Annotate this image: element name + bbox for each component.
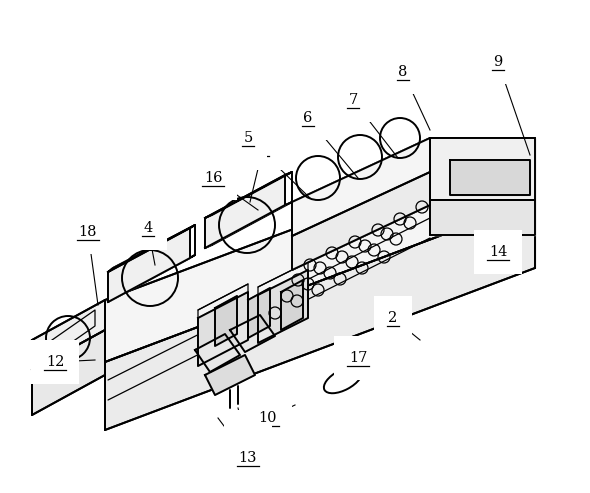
Text: 12: 12	[46, 355, 64, 369]
Text: 3: 3	[243, 425, 253, 439]
Text: 17: 17	[349, 351, 367, 365]
Text: 8: 8	[398, 65, 408, 79]
Text: 7: 7	[348, 93, 358, 107]
Polygon shape	[430, 138, 535, 200]
Polygon shape	[281, 280, 303, 330]
Text: 10: 10	[259, 411, 277, 425]
Polygon shape	[108, 228, 190, 302]
Text: 5: 5	[243, 131, 253, 145]
Polygon shape	[32, 300, 105, 370]
Polygon shape	[430, 200, 535, 235]
Polygon shape	[195, 334, 240, 372]
Text: 14: 14	[489, 245, 507, 259]
Polygon shape	[108, 225, 195, 272]
Polygon shape	[205, 172, 292, 218]
Polygon shape	[292, 172, 430, 270]
Text: 16: 16	[204, 171, 222, 185]
Text: 2: 2	[388, 311, 398, 325]
Text: 1: 1	[258, 141, 267, 155]
Polygon shape	[105, 200, 535, 430]
Polygon shape	[205, 355, 255, 395]
Polygon shape	[215, 296, 237, 346]
Polygon shape	[292, 138, 430, 236]
Text: 9: 9	[493, 55, 503, 69]
Polygon shape	[450, 160, 530, 195]
Text: 11: 11	[239, 438, 257, 452]
Polygon shape	[198, 292, 248, 366]
Text: 4: 4	[143, 221, 153, 235]
Text: 13: 13	[239, 451, 257, 465]
Text: 18: 18	[78, 225, 97, 239]
Polygon shape	[248, 288, 270, 338]
Polygon shape	[32, 330, 105, 415]
Polygon shape	[105, 138, 535, 362]
Polygon shape	[230, 315, 275, 352]
Polygon shape	[205, 175, 285, 248]
Polygon shape	[258, 270, 308, 343]
Text: 6: 6	[303, 111, 313, 125]
